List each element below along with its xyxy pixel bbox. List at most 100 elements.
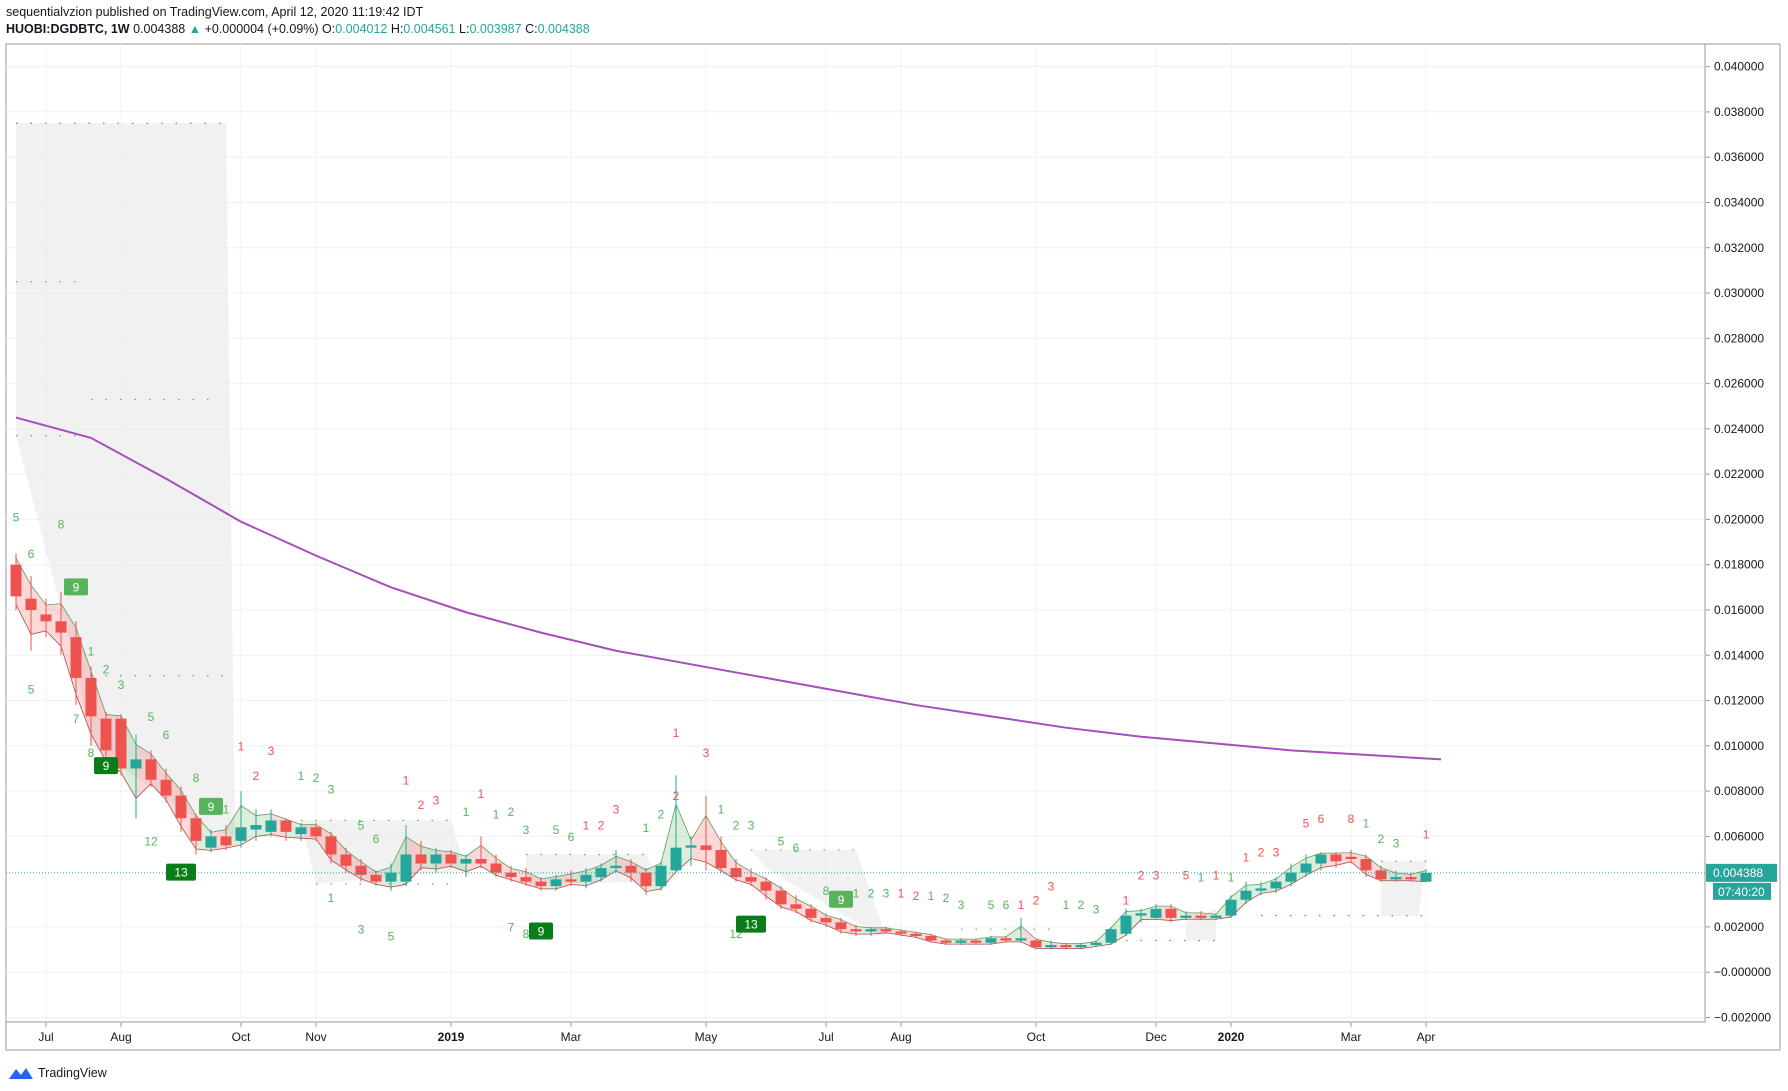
candle-body[interactable] bbox=[1225, 899, 1237, 916]
candle-body[interactable] bbox=[865, 929, 877, 932]
candle-body[interactable] bbox=[400, 854, 412, 882]
candle-body[interactable] bbox=[1030, 940, 1042, 948]
candle-body[interactable] bbox=[1285, 872, 1297, 882]
candle-body[interactable] bbox=[25, 598, 37, 610]
candle-body[interactable] bbox=[145, 759, 157, 780]
candle-body[interactable] bbox=[1150, 908, 1162, 918]
candle-body[interactable] bbox=[880, 929, 892, 932]
candle-body[interactable] bbox=[310, 827, 322, 837]
candle-body[interactable] bbox=[1105, 929, 1117, 943]
candle-body[interactable] bbox=[685, 845, 697, 848]
candle-body[interactable] bbox=[1060, 945, 1072, 948]
candle-body[interactable] bbox=[1390, 877, 1402, 880]
candle-body[interactable] bbox=[760, 881, 772, 891]
candle-body[interactable] bbox=[595, 868, 607, 878]
candle-body[interactable] bbox=[160, 779, 172, 796]
candle-body[interactable] bbox=[910, 933, 922, 936]
setup-count-label: 2 bbox=[943, 891, 950, 905]
candle-body[interactable] bbox=[895, 931, 907, 934]
candle-body[interactable] bbox=[1090, 942, 1102, 946]
candle-body[interactable] bbox=[235, 827, 247, 841]
candle-body[interactable] bbox=[775, 890, 787, 905]
candle-body[interactable] bbox=[715, 849, 727, 869]
candle-body[interactable] bbox=[730, 868, 742, 878]
candle-body[interactable] bbox=[490, 863, 502, 873]
candle-body[interactable] bbox=[190, 818, 202, 841]
candle-body[interactable] bbox=[1015, 938, 1027, 941]
candle-body[interactable] bbox=[295, 827, 307, 835]
candle-body[interactable] bbox=[1240, 890, 1252, 900]
candle-body[interactable] bbox=[1420, 872, 1432, 882]
candle-body[interactable] bbox=[1255, 888, 1267, 891]
candle-body[interactable] bbox=[925, 935, 937, 941]
candle-body[interactable] bbox=[385, 872, 397, 882]
candle-body[interactable] bbox=[625, 865, 637, 873]
candle-body[interactable] bbox=[40, 614, 52, 622]
candle-body[interactable] bbox=[1075, 945, 1087, 948]
candle-body[interactable] bbox=[100, 718, 112, 751]
candle-body[interactable] bbox=[1195, 915, 1207, 918]
candle-body[interactable] bbox=[640, 872, 652, 887]
candle-body[interactable] bbox=[325, 836, 337, 855]
candle-body[interactable] bbox=[355, 865, 367, 875]
candle-body[interactable] bbox=[370, 874, 382, 882]
candle-body[interactable] bbox=[535, 881, 547, 887]
candle-body[interactable] bbox=[805, 908, 817, 918]
candle-body[interactable] bbox=[1135, 913, 1147, 916]
candle-body[interactable] bbox=[130, 759, 142, 769]
candle-body[interactable] bbox=[955, 940, 967, 943]
setup-count-label: 8 bbox=[523, 927, 530, 941]
candle-body[interactable] bbox=[670, 847, 682, 871]
candle-body[interactable] bbox=[10, 564, 22, 597]
tradingview-logo[interactable]: TradingView bbox=[8, 1066, 107, 1080]
candle-body[interactable] bbox=[265, 820, 277, 832]
symbol-label[interactable]: HUOBI:DGDBTC, 1W bbox=[6, 22, 130, 36]
candle-body[interactable] bbox=[1120, 915, 1132, 934]
candle-body[interactable] bbox=[1375, 870, 1387, 880]
candle-body[interactable] bbox=[850, 929, 862, 932]
candle-body[interactable] bbox=[445, 854, 457, 864]
candle-body[interactable] bbox=[250, 825, 262, 830]
candle-body[interactable] bbox=[1180, 915, 1192, 918]
candle-body[interactable] bbox=[1360, 859, 1372, 871]
candle-body[interactable] bbox=[205, 836, 217, 848]
candle-body[interactable] bbox=[115, 718, 127, 769]
candle-body[interactable] bbox=[820, 917, 832, 923]
candle-body[interactable] bbox=[1045, 945, 1057, 948]
candle-body[interactable] bbox=[700, 845, 712, 850]
candle-body[interactable] bbox=[1345, 856, 1357, 859]
candle-body[interactable] bbox=[175, 795, 187, 819]
candle-body[interactable] bbox=[745, 877, 757, 882]
candle-body[interactable] bbox=[580, 874, 592, 882]
candle-body[interactable] bbox=[505, 872, 517, 878]
candle-body[interactable] bbox=[475, 859, 487, 864]
candle-body[interactable] bbox=[430, 854, 442, 864]
candle-body[interactable] bbox=[1270, 881, 1282, 889]
candle-body[interactable] bbox=[1000, 938, 1012, 941]
candle-body[interactable] bbox=[565, 879, 577, 882]
candle-body[interactable] bbox=[340, 854, 352, 866]
candle-body[interactable] bbox=[460, 859, 472, 864]
candle-body[interactable] bbox=[655, 865, 667, 887]
candle-body[interactable] bbox=[790, 904, 802, 909]
candle-body[interactable] bbox=[1300, 863, 1312, 873]
candle-body[interactable] bbox=[1210, 915, 1222, 918]
candle-body[interactable] bbox=[1405, 877, 1417, 880]
candle-body[interactable] bbox=[940, 940, 952, 943]
candle-body[interactable] bbox=[220, 836, 232, 846]
candle-body[interactable] bbox=[520, 877, 532, 882]
candle-body[interactable] bbox=[70, 637, 82, 678]
candle-body[interactable] bbox=[280, 820, 292, 832]
candle-body[interactable] bbox=[1330, 854, 1342, 862]
candle-body[interactable] bbox=[970, 940, 982, 943]
candle-body[interactable] bbox=[1165, 908, 1177, 918]
candle-body[interactable] bbox=[415, 854, 427, 864]
candle-body[interactable] bbox=[835, 922, 847, 930]
candle-body[interactable] bbox=[610, 865, 622, 869]
candle-body[interactable] bbox=[550, 879, 562, 887]
candle-body[interactable] bbox=[85, 677, 97, 717]
candle-body[interactable] bbox=[985, 938, 997, 943]
candle-body[interactable] bbox=[1315, 854, 1327, 864]
candle-body[interactable] bbox=[55, 621, 67, 633]
